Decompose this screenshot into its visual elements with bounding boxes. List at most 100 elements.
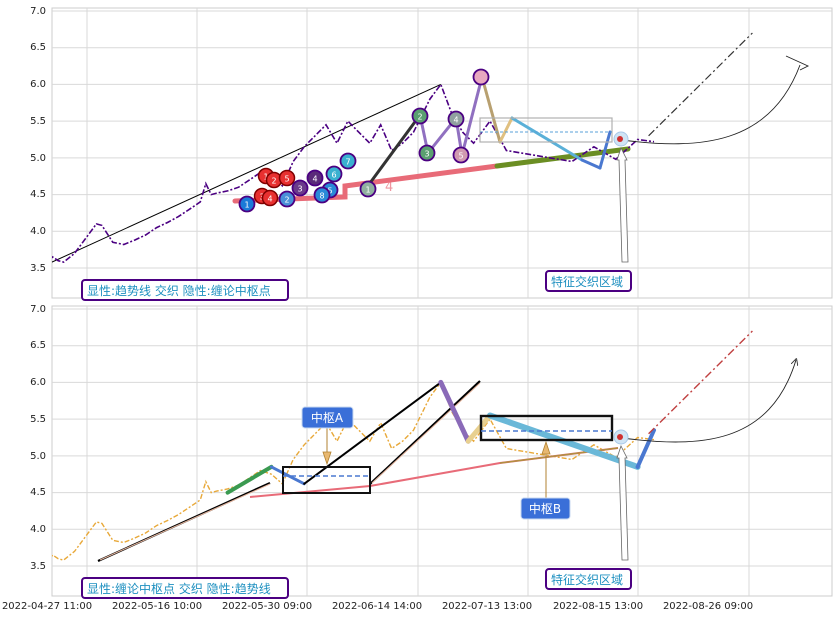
zhongshu-b-box (479, 414, 614, 442)
point-label: 4 (267, 195, 272, 204)
zhongshu-point-blue: 8 (313, 186, 331, 204)
zhongshu-point-green: 3 (418, 144, 436, 162)
feature-dot (617, 136, 623, 142)
zhongshu-point-blue: 2 (278, 190, 296, 208)
y-tick-label: 6.5 (30, 42, 46, 53)
bi-stroke (487, 412, 641, 470)
point-label: 3 (424, 150, 429, 159)
zhongshu-point-blue: 1 (238, 195, 256, 213)
y-tick-label: 4.0 (30, 524, 46, 535)
x-tick-label: 2022-05-30 09:00 (222, 601, 312, 612)
bi-stroke (580, 158, 602, 170)
y-tick-label: 3.5 (30, 263, 46, 274)
y-tick-label: 7.0 (30, 6, 46, 17)
feature-arrow (616, 444, 629, 561)
bi-stroke (465, 413, 493, 444)
bi-stroke (460, 75, 484, 157)
feature-arrow (616, 146, 629, 263)
upper-feature-text: 特征交织区域 (551, 274, 623, 289)
lower-feature-label: 特征交织区域 (545, 568, 632, 590)
zhongshu-point-blue: 3 (291, 179, 309, 197)
zhongshu-point-green: 4 (447, 110, 465, 128)
lower-bi-strokes (225, 379, 656, 495)
y-tick-label: 6.0 (30, 79, 46, 90)
upper-legend-text: 显性:趋势线 交织 隐性:缠论中枢点 (87, 283, 271, 298)
zhongshu-b-label: 中枢B (529, 501, 561, 516)
y-tick-label: 6.0 (30, 377, 46, 388)
trend-line-green (494, 146, 631, 169)
curved-arrow (621, 360, 796, 443)
zhongshu-point-blue: 7 (339, 152, 357, 170)
upper-y-axis: 3.5 4.0 4.5 5.0 5.5 6.0 6.5 7.0 (30, 6, 46, 274)
lower-legend-text: 显性:缠论中枢点 交织 隐性:趋势线 (87, 581, 271, 596)
point-label: 8 (319, 192, 324, 201)
zhongshu-b-callout: 中枢B (520, 440, 571, 520)
upper-legend-box: 显性:趋势线 交织 隐性:缠论中枢点 (81, 279, 289, 301)
point-label: 5 (458, 152, 463, 161)
bi-stroke (510, 116, 584, 162)
point-label: 5 (284, 175, 289, 184)
zhongshu-point-red: 4 (261, 189, 279, 207)
point-label: 5 (327, 187, 332, 196)
x-axis: 2022-04-27 11:00 2022-05-16 10:00 2022-0… (2, 601, 753, 612)
bi-stroke (438, 379, 471, 444)
point-label: 2 (284, 196, 289, 205)
bi-stroke (635, 428, 656, 469)
x-tick-label: 2022-08-15 13:00 (553, 601, 643, 612)
trail-label: 4 (385, 180, 393, 195)
lower-panel-frame (51, 305, 833, 597)
upper-feature-label: 特征交织区域 (545, 270, 632, 292)
y-tick-label: 6.5 (30, 340, 46, 351)
lower-y-axis: 3.5 4.0 4.5 5.0 5.5 6.0 6.5 7.0 (30, 304, 46, 572)
y-tick-label: 5.5 (30, 116, 46, 127)
y-tick-label: 5.5 (30, 414, 46, 425)
bi-stroke (480, 75, 502, 144)
upper-zhongshu-box (479, 117, 613, 143)
bi-stroke (598, 130, 612, 170)
upper-grid (52, 8, 832, 298)
lower-grid (52, 306, 832, 596)
zhongshu-point-red: 5 (278, 169, 296, 187)
point-label: 7 (345, 158, 350, 167)
point-label: 4 (453, 116, 458, 125)
zhongshu-a-label: 中枢A (311, 410, 344, 425)
lower-feature-text: 特征交织区域 (551, 572, 623, 587)
bi-stroke (225, 464, 274, 495)
point-label: 2 (417, 113, 422, 122)
point-label: 1 (263, 173, 268, 182)
lower-plot-area (52, 330, 796, 563)
trend-line-black (52, 83, 442, 263)
price-line (52, 380, 655, 561)
zhongshu-point-red: 2 (265, 171, 283, 189)
rise-segment-inner (99, 382, 481, 561)
feature-dot (617, 434, 623, 440)
upper-panel-frame (51, 7, 833, 299)
zhongshu-point-green: 1 (359, 180, 377, 198)
upper-plot-area: 123451234567812345 4 (52, 32, 810, 263)
zhongshu-point-peak (472, 68, 490, 86)
point-label: 4 (312, 175, 317, 184)
point-label: 2 (271, 177, 276, 186)
point-label: 1 (244, 201, 249, 210)
x-tick-label: 2022-08-26 09:00 (663, 601, 753, 612)
x-tick-label: 2022-06-14 14:00 (332, 601, 422, 612)
y-tick-label: 4.5 (30, 189, 46, 200)
lower-legend-box: 显性:缠论中枢点 交织 隐性:趋势线 (81, 577, 289, 599)
curved-arrow (621, 64, 801, 145)
y-tick-label: 5.0 (30, 451, 46, 462)
zhongshu-a-callout: 中枢A (301, 406, 354, 466)
bi-stroke (368, 113, 422, 185)
y-tick-label: 5.0 (30, 153, 46, 164)
y-tick-label: 7.0 (30, 304, 46, 315)
y-tick-label: 3.5 (30, 561, 46, 572)
upper-zhongshu-points: 123451234567812345 (238, 68, 490, 213)
point-label: 6 (331, 171, 336, 180)
point-label: 3 (297, 185, 302, 194)
x-tick-label: 2022-07-13 13:00 (442, 601, 532, 612)
zhongshu-point-green: 2 (411, 107, 429, 125)
x-tick-label: 2022-05-16 10:00 (112, 601, 202, 612)
zhongshu-a-box (282, 466, 371, 494)
bi-stroke (498, 116, 514, 144)
zhongshu-point-blue: 6 (325, 165, 343, 183)
